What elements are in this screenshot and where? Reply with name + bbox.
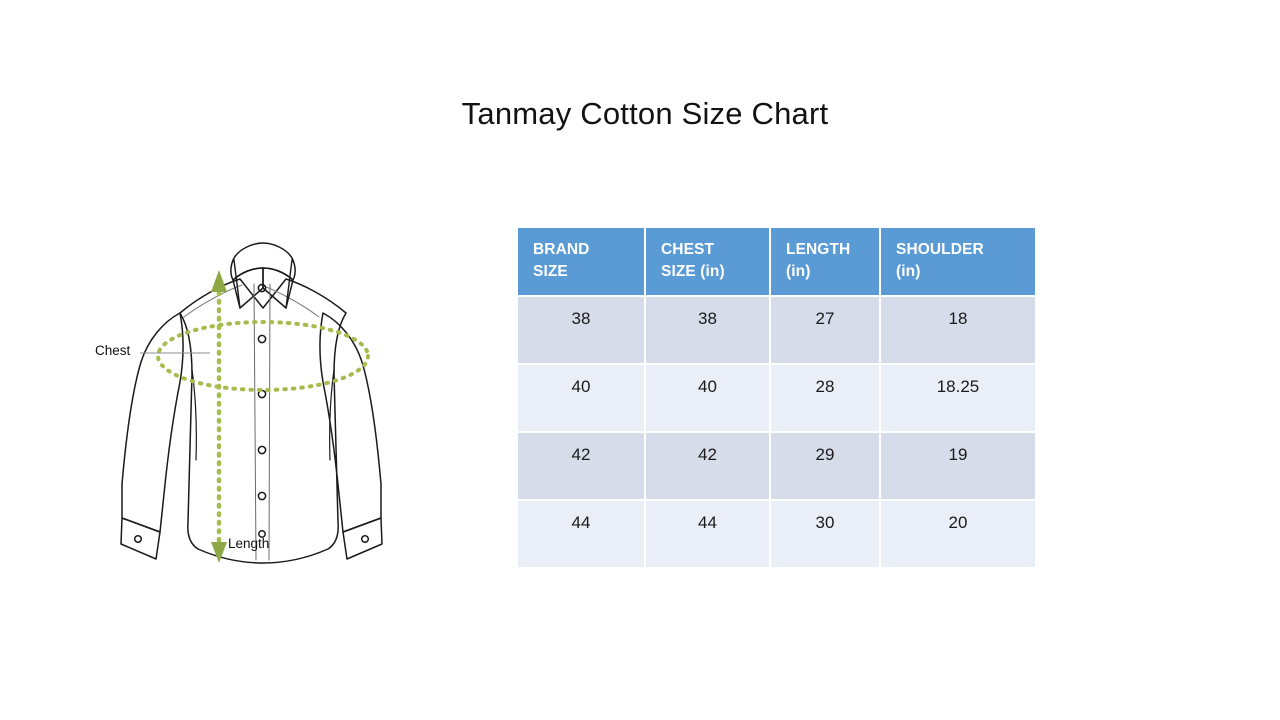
cell-chest-size: 44 bbox=[646, 501, 771, 567]
table-row: 38 38 27 18 bbox=[518, 297, 1035, 365]
shirt-outline-icon bbox=[120, 242, 383, 564]
column-header-shoulder: SHOULDER (in) bbox=[881, 228, 1035, 297]
cell-brand-size: 40 bbox=[518, 365, 646, 433]
cell-length: 30 bbox=[771, 501, 881, 567]
size-chart-table: BRAND SIZE CHEST SIZE (in) LENGTH (in) S… bbox=[518, 228, 1035, 567]
table-row: 42 42 29 19 bbox=[518, 433, 1035, 501]
header-line-1: CHEST bbox=[661, 241, 715, 258]
cell-chest-size: 42 bbox=[646, 433, 771, 501]
cell-shoulder: 19 bbox=[881, 433, 1035, 501]
cell-shoulder: 18.25 bbox=[881, 365, 1035, 433]
cell-shoulder: 18 bbox=[881, 297, 1035, 365]
table-row: 40 40 28 18.25 bbox=[518, 365, 1035, 433]
page-title-text: Tanmay Cotton Size Chart bbox=[461, 96, 829, 131]
table-header-row: BRAND SIZE CHEST SIZE (in) LENGTH (in) S… bbox=[518, 228, 1035, 297]
header-line-1: SHOULDER bbox=[896, 241, 984, 258]
cell-brand-size: 44 bbox=[518, 501, 646, 567]
cell-length: 28 bbox=[771, 365, 881, 433]
column-header-brand-size: BRAND SIZE bbox=[518, 228, 646, 297]
column-header-length: LENGTH (in) bbox=[771, 228, 881, 297]
column-header-chest-size: CHEST SIZE (in) bbox=[646, 228, 771, 297]
cell-brand-size: 38 bbox=[518, 297, 646, 365]
cell-chest-size: 38 bbox=[646, 297, 771, 365]
chest-measure-guide bbox=[156, 320, 370, 392]
header-line-2: SIZE bbox=[533, 263, 568, 280]
cell-length: 29 bbox=[771, 433, 881, 501]
header-line-2: SIZE (in) bbox=[661, 263, 725, 280]
shirt-measurement-illustration: Chest Length bbox=[88, 222, 438, 572]
table-row: 44 44 30 20 bbox=[518, 501, 1035, 567]
length-label: Length bbox=[228, 536, 270, 551]
header-line-1: LENGTH bbox=[786, 241, 851, 258]
chest-label: Chest bbox=[95, 343, 131, 358]
header-line-2: (in) bbox=[786, 263, 811, 280]
cell-brand-size: 42 bbox=[518, 433, 646, 501]
cell-chest-size: 40 bbox=[646, 365, 771, 433]
header-line-1: BRAND bbox=[533, 241, 590, 258]
length-measure-guide bbox=[211, 270, 227, 563]
header-line-2: (in) bbox=[896, 263, 921, 280]
page-title: Tanmay Cotton Size Chart bbox=[0, 96, 1280, 132]
cell-shoulder: 20 bbox=[881, 501, 1035, 567]
cell-length: 27 bbox=[771, 297, 881, 365]
